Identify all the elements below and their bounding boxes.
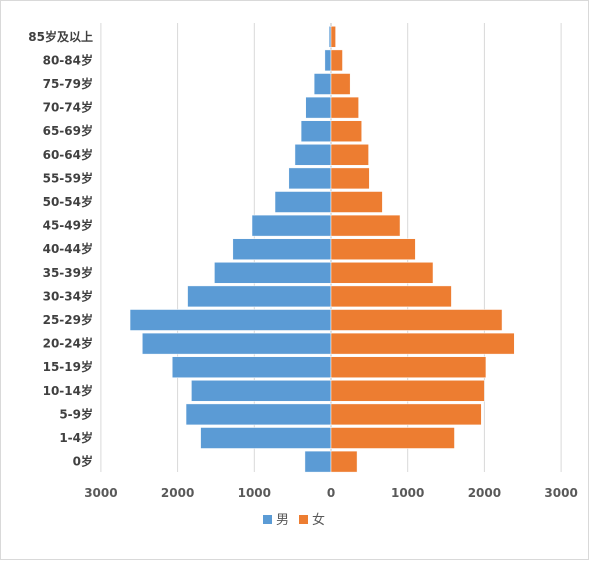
x-tick-label: 1000 bbox=[238, 486, 271, 500]
bar-female bbox=[330, 96, 359, 119]
bar-male bbox=[304, 450, 332, 473]
legend: 男 女 bbox=[263, 512, 325, 528]
bar-male bbox=[288, 167, 332, 190]
bar-female bbox=[330, 167, 370, 190]
bar-male bbox=[187, 285, 332, 308]
bar-female bbox=[330, 309, 503, 331]
bar-male bbox=[251, 214, 332, 237]
bar-female bbox=[330, 191, 383, 213]
category-label: 65-69岁 bbox=[43, 123, 93, 138]
bar-female bbox=[330, 427, 455, 449]
bar-male bbox=[142, 332, 332, 355]
category-label: 25-29岁 bbox=[43, 312, 93, 327]
category-label: 5-9岁 bbox=[59, 406, 93, 421]
category-label: 20-24岁 bbox=[43, 336, 93, 351]
bar-male bbox=[328, 26, 332, 48]
bar-male bbox=[300, 120, 332, 142]
bar-male bbox=[191, 380, 332, 402]
category-label: 10-14岁 bbox=[43, 383, 93, 398]
category-label: 70-74岁 bbox=[43, 100, 93, 115]
bar-male bbox=[171, 356, 332, 378]
bar-male bbox=[324, 49, 332, 72]
category-label: 1-4岁 bbox=[59, 430, 93, 445]
category-label: 30-34岁 bbox=[43, 288, 93, 303]
bar-female bbox=[330, 356, 487, 378]
bar-male bbox=[232, 238, 332, 260]
bar-female bbox=[330, 214, 401, 237]
legend-label-male: 男 bbox=[276, 513, 289, 528]
bar-male bbox=[313, 73, 332, 95]
x-tick-label: 0 bbox=[327, 486, 335, 500]
bar-female bbox=[330, 144, 369, 166]
legend-swatch-female bbox=[299, 515, 308, 524]
category-label: 60-64岁 bbox=[43, 147, 93, 162]
bar-female bbox=[330, 403, 482, 426]
legend-label-female: 女 bbox=[312, 512, 325, 528]
x-tick-label: 3000 bbox=[84, 486, 117, 500]
x-axis-tick-labels: 3000 2000 1000 0 1000 2000 3000 bbox=[84, 486, 578, 500]
bar-female bbox=[330, 262, 434, 284]
bar-female bbox=[330, 380, 485, 402]
category-label: 15-19岁 bbox=[43, 359, 93, 374]
bar-male bbox=[274, 191, 332, 213]
category-label: 40-44岁 bbox=[43, 241, 93, 256]
category-label: 45-49岁 bbox=[43, 218, 93, 233]
bar-female bbox=[330, 120, 362, 142]
bar-male bbox=[294, 144, 332, 166]
bar-female bbox=[330, 49, 343, 72]
bar-female bbox=[330, 450, 358, 473]
bars bbox=[129, 26, 515, 473]
bar-male bbox=[129, 309, 332, 331]
bar-male bbox=[214, 262, 332, 284]
category-labels: 85岁及以上 80-84岁 75-79岁 70-74岁 65-69岁 60-64岁 55-5… bbox=[28, 29, 93, 469]
bar-female bbox=[330, 332, 515, 355]
x-tick-label: 2000 bbox=[468, 486, 501, 500]
bar-male bbox=[185, 403, 332, 426]
bar-male bbox=[200, 427, 332, 449]
bar-male bbox=[305, 96, 332, 119]
category-label: 75-79岁 bbox=[43, 76, 93, 91]
x-tick-label: 3000 bbox=[544, 486, 577, 500]
category-label: 80-84岁 bbox=[43, 52, 93, 67]
category-label: 55-59岁 bbox=[43, 170, 93, 185]
category-label: 35-39岁 bbox=[43, 265, 93, 280]
legend-swatch-male bbox=[263, 515, 272, 524]
category-label: 0岁 bbox=[73, 454, 93, 469]
category-label: 85岁及以上 bbox=[28, 29, 93, 44]
bar-female bbox=[330, 238, 416, 260]
x-tick-label: 1000 bbox=[391, 486, 424, 500]
bar-female bbox=[330, 285, 452, 308]
bar-female bbox=[330, 73, 351, 95]
bar-female bbox=[330, 26, 336, 48]
x-tick-label: 2000 bbox=[161, 486, 194, 500]
category-label: 50-54岁 bbox=[43, 194, 93, 209]
